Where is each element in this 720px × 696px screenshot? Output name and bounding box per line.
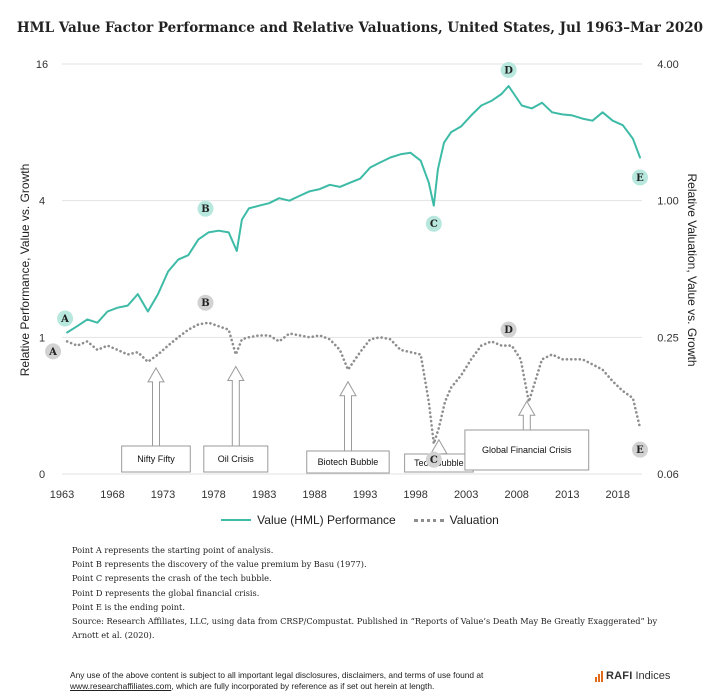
footnote-source: Source: Research Affiliates, LLC, using …: [72, 616, 658, 641]
annotations: Nifty Fifty Oil Crisis Biotech Bubble Tech …: [121, 365, 590, 474]
annotation-label: Oil Crisis: [218, 454, 254, 464]
x-tick-label: 2008: [504, 489, 528, 501]
annotation-label: Nifty Fifty: [137, 454, 175, 464]
point-marker-label: D: [504, 325, 513, 336]
left-tick-label: 16: [36, 59, 48, 71]
rafi-indices-logo: RAFI Indices: [595, 670, 670, 682]
point-marker-label: B: [201, 204, 209, 215]
disclaimer-text: Any use of the above content is subject …: [70, 670, 484, 680]
footnote: Point E is the ending point.: [72, 601, 185, 612]
point-marker-circle: [500, 321, 517, 338]
footnote: Point A represents the starting point of…: [72, 545, 274, 555]
point-marker-label: E: [636, 173, 644, 184]
performance-line: [66, 85, 641, 334]
x-tick-label: 2013: [555, 489, 579, 501]
annotation-label: Global Financial Crisis: [482, 445, 572, 455]
legend-item-valuation: Valuation: [413, 513, 499, 527]
logo-brand: RAFI: [606, 670, 633, 682]
grid-lines: [62, 63, 642, 475]
logo-suffix: Indices: [635, 670, 671, 682]
footnote: Point C represents the crash of the tech…: [72, 573, 272, 584]
footnote: Point D represents the global financial …: [72, 587, 260, 598]
series-lines: [65, 85, 642, 445]
point-marker-circle: [57, 310, 74, 327]
point-marker-label: C: [430, 455, 438, 466]
footnote: Point B represents the discovery of the …: [72, 559, 367, 570]
point-marker-circle: [500, 61, 517, 78]
right-tick-label: 4.00: [657, 59, 678, 71]
right-tick-label: 1.00: [657, 196, 678, 208]
legend-dotted-line-icon: [413, 518, 444, 522]
annotation-arrow: [226, 365, 245, 447]
point-marker-circle: [425, 451, 442, 468]
x-axis-ticks: 1963 1968 1973 1978 1983 1988 1993 1998 2003 2008…: [50, 489, 630, 501]
point-marker-circle: [197, 200, 214, 217]
annotation-box: [464, 429, 590, 471]
x-tick-label: 2018: [606, 489, 630, 501]
x-tick-label: 1998: [403, 489, 427, 501]
right-tick-label: 0.06: [657, 469, 678, 481]
x-tick-label: 1973: [151, 489, 175, 501]
point-marker-label: E: [636, 445, 644, 456]
point-markers: A B C D E A B C D E: [45, 61, 648, 468]
legend-label-valuation: Valuation: [449, 513, 499, 527]
disclaimer-text-end: , which are fully incorporated by refere…: [171, 681, 435, 691]
annotation-arrow: [517, 400, 536, 431]
point-marker-label: A: [60, 314, 69, 325]
point-marker-circle: [45, 343, 62, 360]
legend: Value (HML) Performance Valuation: [0, 513, 720, 527]
right-axis-label: Relative Valuation, Value vs. Growth: [685, 174, 699, 367]
left-tick-label: 1: [39, 332, 45, 344]
legend-solid-line-icon: [221, 519, 252, 521]
point-marker-label: D: [504, 65, 513, 76]
chart-title: HML Value Factor Performance and Relativ…: [16, 20, 704, 36]
left-axis-ticks: 0 1 4 16: [36, 59, 48, 481]
x-tick-label: 1993: [353, 489, 377, 501]
website-link[interactable]: www.researchaffiliates.com: [70, 681, 172, 691]
legend-label-performance: Value (HML) Performance: [257, 513, 396, 527]
annotation-box: [306, 450, 390, 474]
point-marker-label: B: [201, 298, 209, 309]
point-marker-label: C: [430, 219, 438, 230]
left-tick-label: 4: [39, 196, 45, 208]
legend-item-performance: Value (HML) Performance: [221, 513, 396, 527]
left-tick-label: 0: [39, 469, 45, 481]
point-marker-circle: [631, 441, 648, 458]
annotation-label: Biotech Bubble: [318, 457, 379, 467]
footnotes: Point A represents the starting point of…: [72, 543, 672, 642]
x-tick-label: 1963: [50, 489, 74, 501]
x-tick-label: 1988: [302, 489, 326, 501]
right-axis-ticks: 0.06 0.25 1.00 4.00: [657, 59, 678, 481]
valuation-line: [65, 321, 642, 445]
right-tick-label: 0.25: [657, 332, 678, 344]
x-tick-label: 1968: [100, 489, 124, 501]
disclaimer: Any use of the above content is subject …: [70, 670, 540, 692]
left-axis-label: Relative Performance, Value vs. Growth: [18, 164, 32, 377]
annotation-arrow: [147, 366, 165, 447]
logo-bars-icon: [595, 670, 603, 682]
point-marker-circle: [197, 294, 214, 311]
point-marker-circle: [425, 215, 442, 232]
annotation-box: [203, 445, 269, 473]
annotation-arrow: [339, 380, 357, 452]
point-marker-circle: [631, 169, 648, 186]
point-marker-label: A: [48, 347, 57, 358]
x-tick-label: 1978: [201, 489, 225, 501]
x-tick-label: 1983: [252, 489, 276, 501]
x-tick-label: 2003: [454, 489, 478, 501]
annotation-box: [121, 445, 191, 473]
